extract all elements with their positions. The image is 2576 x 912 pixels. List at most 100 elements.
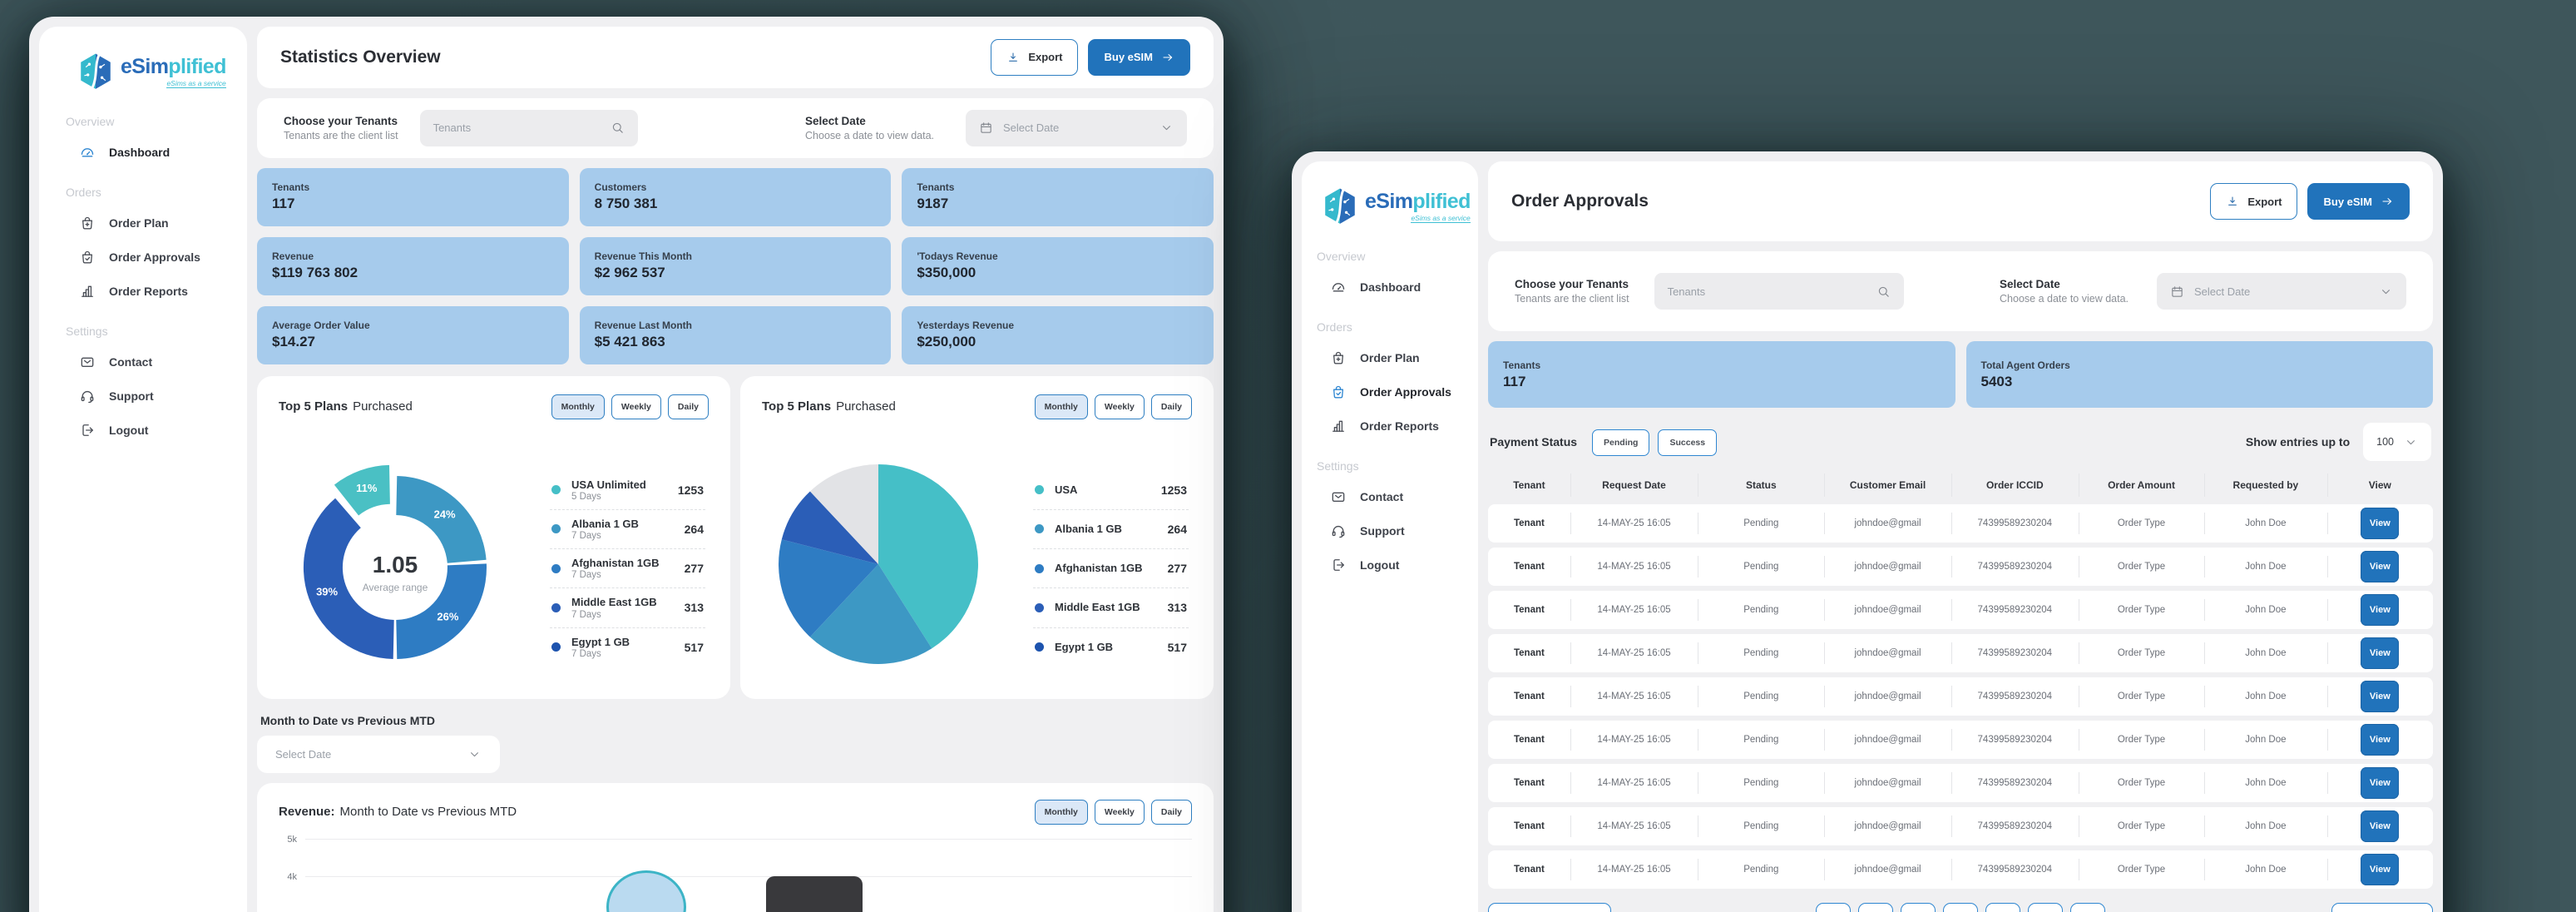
view-button[interactable]: View (2361, 681, 2400, 712)
sidebar-item-order-reports[interactable]: Order Reports (39, 274, 247, 308)
table-cell: Tenant (1513, 605, 1545, 615)
bag-check-icon (1330, 384, 1347, 400)
buy-esim-button[interactable]: Buy eSIM (1088, 38, 1190, 76)
tab-monthly[interactable]: Monthly (1034, 799, 1088, 825)
table-cell: johndoe@gmail (1824, 807, 1951, 845)
legend-item: Egypt 1 GB 7 Days 517 (550, 628, 705, 667)
legend-name: Egypt 1 GB (571, 635, 630, 648)
sidebar-item-order-approvals[interactable]: Order Approvals (39, 240, 247, 274)
stat-label: Customers (594, 181, 647, 194)
view-button[interactable]: View (2361, 767, 2400, 799)
tab-monthly[interactable]: Monthly (551, 394, 605, 419)
select-date-dropdown[interactable]: Select Date (2157, 273, 2406, 310)
tenants-search-input[interactable]: Tenants (1654, 273, 1904, 310)
payment-status-success-button[interactable]: Success (1658, 429, 1718, 456)
tab-weekly[interactable]: Weekly (611, 394, 661, 419)
table-row: Tenant 14-MAY-25 16:05 Pending johndoe@gmai… (1488, 807, 2433, 845)
page-header: Statistics Overview Export Buy eSIM (257, 27, 1214, 88)
page-button-0[interactable]: « (1816, 903, 1851, 912)
tenants-filter-sub: Tenants are the client list (284, 129, 398, 141)
select-date-dropdown[interactable]: Select Date (966, 109, 1187, 146)
arrow-right-icon (2381, 195, 2394, 208)
sidebar-item-label: Order Plan (1360, 350, 1420, 364)
page-button-1[interactable]: 1 (1858, 903, 1893, 912)
headset-icon (79, 388, 96, 404)
table-cell: 14-MAY-25 16:05 (1570, 764, 1698, 802)
legend-dot-icon (551, 563, 561, 573)
next-page-button[interactable]: Next Page (2331, 903, 2433, 912)
table-cell: 74399589230204 (1951, 807, 2079, 845)
table-row: Tenant 14-MAY-25 16:05 Pending johndoe@gmai… (1488, 850, 2433, 889)
sidebar-item-support[interactable]: Support (1302, 513, 1478, 548)
view-button[interactable]: View (2361, 854, 2400, 885)
date-filter-sub: Choose a date to view data. (805, 129, 934, 141)
bag-check-icon (79, 249, 96, 265)
payment-status-pending-button[interactable]: Pending (1592, 429, 1650, 456)
view-button[interactable]: View (2361, 637, 2400, 669)
sidebar-item-contact[interactable]: Contact (39, 344, 247, 379)
tenants-search-input[interactable]: Tenants (419, 109, 638, 146)
page-button-5[interactable]: 5 (2028, 903, 2063, 912)
legend-duration: 7 Days (571, 648, 601, 659)
tab-daily[interactable]: Daily (667, 394, 709, 419)
sidebar-item-order-plan[interactable]: Order Plan (39, 206, 247, 240)
buy-esim-button[interactable]: Buy eSIM (2307, 183, 2410, 220)
payment-status-bar: Payment Status Pending Success Show entri… (1490, 423, 2431, 461)
sidebar-item-dashboard[interactable]: Dashboard (1302, 270, 1478, 304)
bar-chart-icon (1330, 418, 1347, 434)
chart-title: Top 5 Plans Purchased (762, 399, 896, 414)
sidebar-item-logout[interactable]: Logout (39, 413, 247, 447)
stat-value: $250,000 (917, 334, 977, 350)
table-cell: John Doe (2204, 548, 2327, 586)
stat-label: Tenants (917, 181, 955, 194)
page-title: Order Approvals (1511, 191, 1649, 211)
page-number-group: « 12345 » (1816, 903, 2105, 912)
tenants-filter-sub: Tenants are the client list (1515, 293, 1629, 305)
view-button[interactable]: View (2361, 810, 2400, 842)
logo-tagline: eSims as a service (1411, 214, 1471, 223)
table-cell: Pending (1698, 504, 1824, 543)
view-button[interactable]: View (2361, 594, 2400, 626)
gauge-icon (1330, 279, 1347, 295)
legend-dot-icon (1035, 602, 1044, 612)
sidebar-item-order-reports[interactable]: Order Reports (1302, 409, 1478, 443)
sidebar-item-dashboard[interactable]: Dashboard (39, 135, 247, 169)
table-cell: John Doe (2204, 764, 2327, 802)
legend-value: 277 (684, 562, 704, 576)
page-button-3[interactable]: 3 (1943, 903, 1978, 912)
entries-count-dropdown[interactable]: 100 (2363, 423, 2431, 461)
tab-daily[interactable]: Daily (1150, 394, 1192, 419)
table-cell: Pending (1698, 634, 1824, 672)
export-button[interactable]: Export (2210, 183, 2298, 220)
arrow-right-icon (1161, 51, 1174, 64)
payment-status-label: Payment Status (1490, 435, 1578, 449)
sidebar-item-contact[interactable]: Contact (1302, 479, 1478, 513)
sidebar-item-order-plan[interactable]: Order Plan (1302, 340, 1478, 374)
page-button-4[interactable]: 4 (1985, 903, 2020, 912)
sidebar-item-order-approvals[interactable]: Order Approvals (1302, 374, 1478, 409)
sidebar-item-support[interactable]: Support (39, 379, 247, 413)
tab-weekly[interactable]: Weekly (1094, 394, 1145, 419)
view-button[interactable]: View (2361, 724, 2400, 756)
table-cell: Order Type (2078, 504, 2204, 543)
export-button[interactable]: Export (991, 38, 1079, 76)
sidebar-item-logout[interactable]: Logout (1302, 548, 1478, 582)
table-cell: 74399589230204 (1951, 504, 2079, 543)
legend-duration: 7 Days (571, 609, 601, 620)
view-button[interactable]: View (2361, 508, 2400, 539)
previous-page-button[interactable]: Previous Page (1488, 903, 1612, 912)
mtd-select-date-dropdown[interactable]: Select Date (257, 735, 500, 773)
page-button-2[interactable]: 2 (1901, 903, 1936, 912)
legend-dot-icon (1035, 524, 1044, 534)
chart-legend: USA 1253 Albania 1 GB 264 Afghanistan 1G… (1033, 433, 1189, 692)
view-button[interactable]: View (2361, 551, 2400, 582)
gridline-4k: 4k (275, 872, 1192, 882)
tab-weekly[interactable]: Weekly (1094, 799, 1145, 825)
column-header: Tenant (1513, 479, 1545, 491)
table-cell: 14-MAY-25 16:05 (1570, 807, 1698, 845)
page-button-6[interactable]: » (2070, 903, 2105, 912)
tab-monthly[interactable]: Monthly (1034, 394, 1088, 419)
tab-daily[interactable]: Daily (1150, 799, 1192, 825)
column-header: Status (1698, 471, 1824, 499)
stat-value: $119 763 802 (272, 265, 358, 281)
